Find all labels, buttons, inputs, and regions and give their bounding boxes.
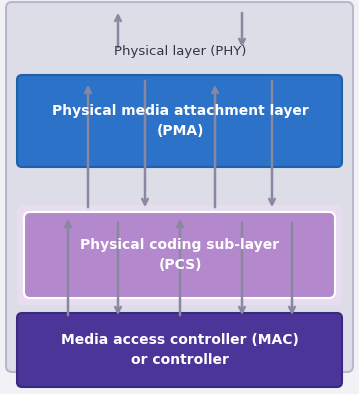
Text: Physical media attachment layer
(PMA): Physical media attachment layer (PMA) [52, 104, 308, 138]
FancyBboxPatch shape [6, 2, 353, 372]
FancyBboxPatch shape [17, 75, 342, 167]
FancyBboxPatch shape [24, 212, 335, 298]
Text: Physical coding sub-layer
(PCS): Physical coding sub-layer (PCS) [80, 238, 280, 272]
Text: Physical layer (PHY): Physical layer (PHY) [114, 45, 246, 58]
FancyBboxPatch shape [17, 205, 342, 305]
Text: Media access controller (MAC)
or controller: Media access controller (MAC) or control… [61, 333, 299, 367]
FancyBboxPatch shape [17, 313, 342, 387]
